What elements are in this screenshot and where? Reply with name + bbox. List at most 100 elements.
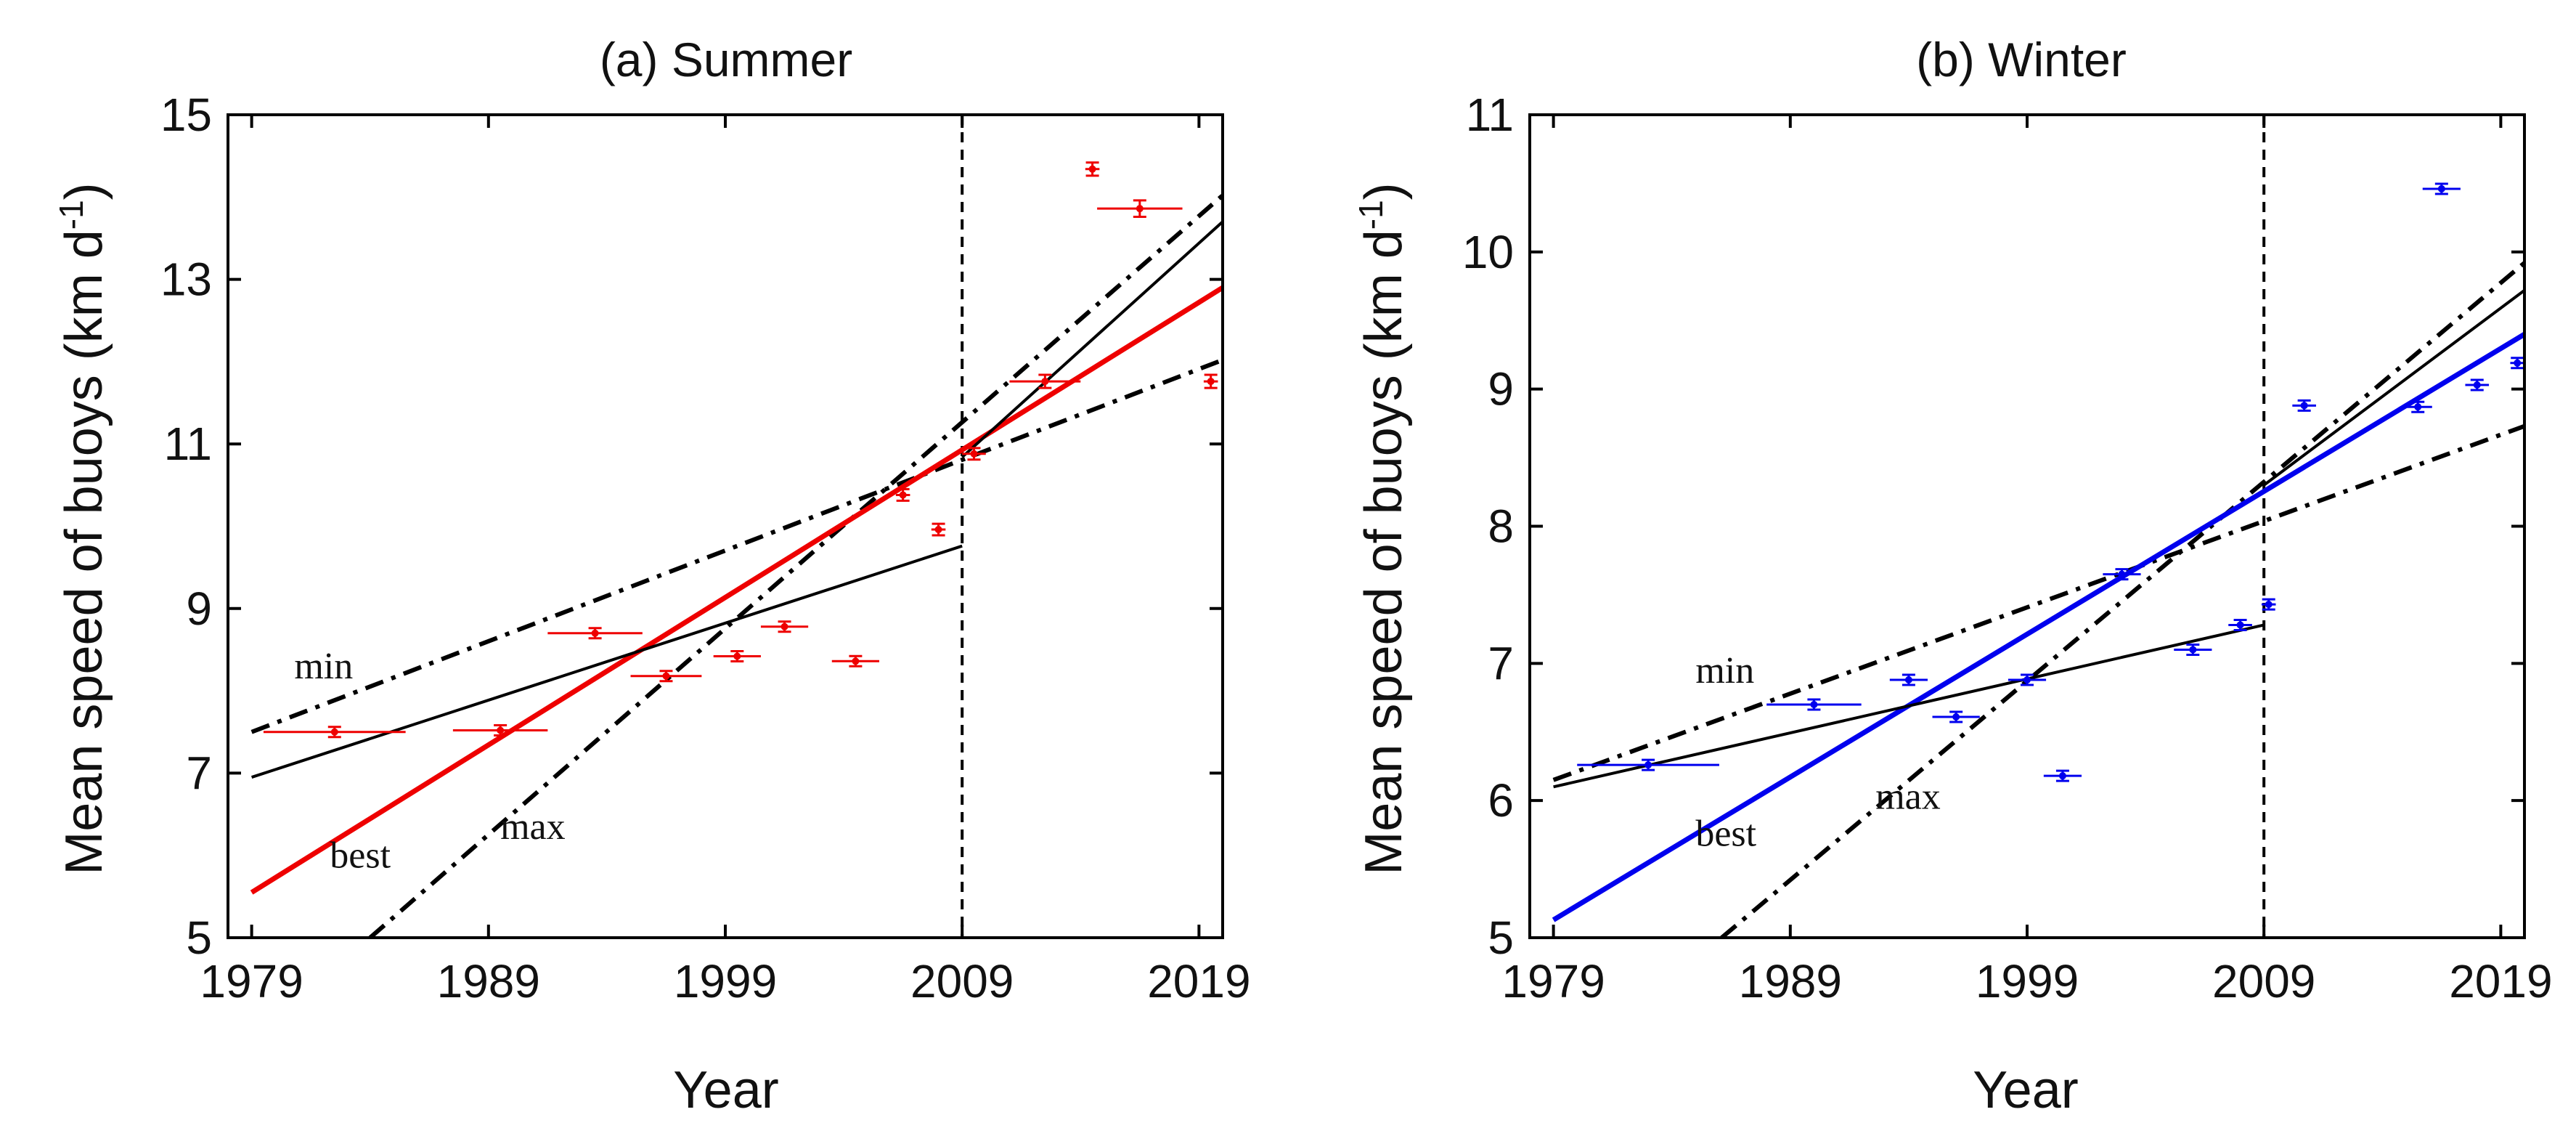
summer-data-point-11 <box>1009 373 1081 389</box>
winter-data-point-4 <box>1932 710 1980 723</box>
winter-data-point-15 <box>2510 357 2524 370</box>
winter-xtick-label: 2009 <box>2212 955 2315 1007</box>
winter-y-axis-label: Mean speed of buoys (km d-1) <box>1352 182 1413 875</box>
summer-y-axis-label-sup: -1 <box>52 200 90 230</box>
summer-best-line <box>250 285 1223 895</box>
winter-ytick-label: 5 <box>1488 912 1514 964</box>
summer-xtick-label: 2019 <box>1147 955 1250 1007</box>
summer-point-marker <box>780 622 788 630</box>
chart-summer: (a) Summer min max best 5 7 9 11 13 15 1979 1989… <box>52 33 1251 1119</box>
summer-title: (a) Summer <box>600 33 852 86</box>
summer-ytick-label: 15 <box>160 89 212 141</box>
winter-point-marker <box>2023 675 2031 683</box>
summer-y-axis-label-close: ) <box>55 182 113 200</box>
summer-min-line <box>250 357 1223 734</box>
winter-min-line <box>1552 423 2524 782</box>
summer-plot-area: min max best <box>250 115 1223 938</box>
summer-data-point-12 <box>1085 161 1100 177</box>
winter-data-point-12 <box>2403 400 2432 413</box>
winter-y-axis-label-main: Mean speed of buoys (km d <box>1355 230 1413 875</box>
winter-x-axis: 1979 1989 1999 2009 2019 <box>1501 115 2553 1007</box>
winter-data-point-2 <box>1766 698 1862 711</box>
summer-x-axis: 1979 1989 1999 2009 2019 <box>200 115 1251 1007</box>
summer-xtick-label: 1979 <box>200 955 303 1007</box>
summer-point-marker <box>852 657 860 665</box>
summer-ytick-label: 11 <box>164 418 212 470</box>
winter-data-point-14 <box>2465 378 2490 391</box>
winter-data-point-5 <box>2008 673 2047 686</box>
winter-annotation-best: best <box>1695 813 1756 854</box>
chart-winter: (b) Winter min max best 5 6 7 8 9 10 11 1979 1989… <box>1352 33 2553 1119</box>
winter-title: (b) Winter <box>1916 33 2127 86</box>
winter-data-point-1 <box>1577 758 1719 771</box>
summer-data-point-3 <box>547 627 643 640</box>
summer-point-marker <box>934 526 942 534</box>
summer-xtick-label: 1989 <box>437 955 540 1007</box>
summer-data-point-13 <box>1097 199 1183 218</box>
summer-data-point-6 <box>760 620 809 633</box>
winter-point-marker <box>2473 381 2481 389</box>
winter-annotation-max: max <box>1875 776 1941 817</box>
winter-point-marker <box>2236 621 2244 629</box>
summer-data-point-4 <box>630 670 702 683</box>
winter-point-marker <box>2189 646 2197 654</box>
winter-y-axis-label-sup: -1 <box>1352 200 1390 230</box>
winter-point-marker <box>2058 772 2066 780</box>
summer-early-trend-line <box>251 544 963 779</box>
winter-point-marker <box>1644 761 1652 769</box>
summer-point-marker <box>1207 378 1215 386</box>
summer-point-marker <box>591 629 599 637</box>
summer-point-marker <box>899 491 907 499</box>
summer-ytick-label: 5 <box>186 912 212 964</box>
winter-ytick-label: 8 <box>1488 500 1514 553</box>
winter-plot-area: min max best <box>1552 115 2524 938</box>
summer-point-marker <box>330 728 338 736</box>
summer-point-marker <box>662 672 670 680</box>
winter-late-trend-line <box>2262 289 2524 487</box>
winter-xtick-label: 1979 <box>1501 955 1605 1007</box>
summer-x-axis-label: Year <box>673 1061 778 1119</box>
summer-point-marker <box>733 652 741 660</box>
winter-y-axis: 5 6 7 8 9 10 11 <box>1462 89 2524 964</box>
winter-point-marker <box>2414 403 2422 411</box>
summer-late-trend-line <box>961 220 1223 458</box>
summer-y-axis-label-main: Mean speed of buoys (km d <box>55 230 113 875</box>
winter-data-point-8 <box>2174 643 2212 656</box>
winter-xtick-label: 1999 <box>1976 955 2079 1007</box>
winter-y-axis-label-close: ) <box>1355 182 1413 200</box>
summer-data-point-10 <box>962 447 986 461</box>
winter-x-axis-label: Year <box>1973 1061 2078 1119</box>
winter-data-point-13 <box>2422 182 2461 195</box>
summer-point-marker <box>1041 378 1049 386</box>
winter-point-marker <box>2437 184 2445 192</box>
winter-data-point-7 <box>2103 568 2141 581</box>
winter-point-marker <box>2265 601 2273 609</box>
winter-data-point-9 <box>2228 618 2252 631</box>
summer-y-axis: 5 7 9 11 13 15 <box>160 89 1223 964</box>
winter-best-line <box>1552 332 2524 922</box>
summer-ytick-label: 13 <box>160 253 212 306</box>
winter-ytick-label: 10 <box>1462 226 1514 278</box>
summer-annotation-min: min <box>294 646 353 687</box>
winter-point-marker <box>1810 700 1818 708</box>
summer-point-marker <box>497 726 505 734</box>
summer-point-marker <box>1136 205 1144 213</box>
winter-data-point-10 <box>2261 598 2276 611</box>
winter-xtick-label: 2019 <box>2449 955 2552 1007</box>
winter-ytick-label: 11 <box>1466 89 1514 141</box>
summer-data-point-8 <box>895 488 910 502</box>
summer-data-point-9 <box>931 522 946 537</box>
summer-point-marker <box>970 450 978 458</box>
winter-point-marker <box>2118 570 2126 578</box>
summer-ytick-label: 7 <box>186 747 212 799</box>
winter-point-marker <box>1952 713 1960 721</box>
winter-point-marker <box>2300 402 2308 410</box>
winter-data-point-6 <box>2043 769 2082 782</box>
summer-data-point-14 <box>1203 373 1218 389</box>
summer-data-point-5 <box>713 650 761 663</box>
summer-annotation-max: max <box>500 806 566 848</box>
winter-data-point-11 <box>2292 399 2316 412</box>
summer-data-point-2 <box>452 723 548 737</box>
summer-xtick-label: 1999 <box>674 955 777 1007</box>
